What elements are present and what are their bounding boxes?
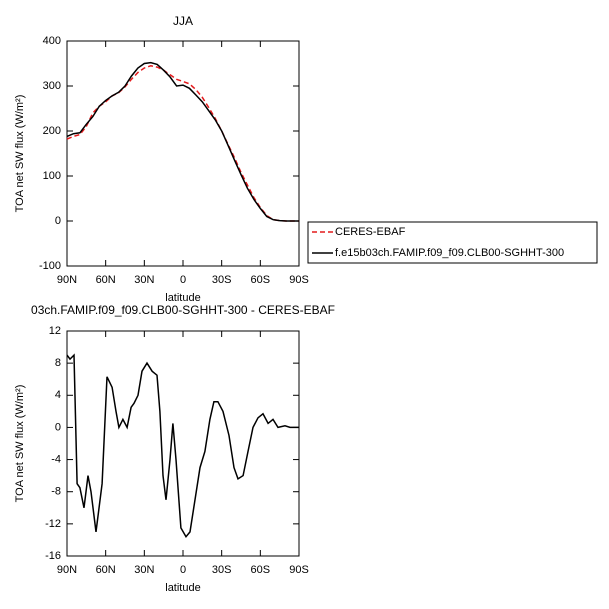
x-tick-label: 30S — [212, 274, 232, 286]
x-tick-label: 60S — [251, 564, 271, 576]
y-tick-label: 300 — [43, 80, 61, 92]
y-axis-label: TOA net SW flux (W/m²) — [14, 385, 26, 503]
legend-label: f.e15b03ch.FAMIP.f09_f09.CLB00-SGHHT-300 — [335, 247, 564, 259]
data-line — [66, 61, 299, 222]
y-tick-label: 0 — [55, 215, 61, 227]
x-tick-label: 30S — [212, 564, 232, 576]
x-tick-label: 90N — [57, 564, 77, 576]
legend-label: CERES-EBAF — [335, 226, 406, 238]
y-tick-label: 200 — [43, 125, 61, 137]
x-axis-label: latitude — [165, 582, 200, 594]
y-tick-label: 8 — [55, 357, 61, 369]
y-tick-label: -16 — [45, 550, 61, 562]
x-tick-label: 60N — [96, 564, 116, 576]
x-tick-label: 60N — [96, 274, 116, 286]
x-axis-label: latitude — [165, 292, 200, 304]
y-tick-label: 400 — [43, 35, 61, 47]
y-tick-label: -4 — [51, 453, 61, 465]
y-tick-label: 100 — [43, 170, 61, 182]
x-tick-label: 30N — [134, 274, 154, 286]
x-tick-label: 30N — [134, 564, 154, 576]
x-tick-label: 0 — [180, 564, 186, 576]
x-tick-label: 60S — [251, 274, 271, 286]
chart-title: JJA — [173, 14, 193, 28]
plot-frame — [66, 40, 300, 267]
x-tick-label: 90S — [289, 564, 309, 576]
legend-box — [307, 221, 598, 264]
x-tick-label: 0 — [180, 274, 186, 286]
y-tick-label: 12 — [49, 325, 61, 337]
data-line — [66, 65, 299, 222]
y-tick-label: -12 — [45, 518, 61, 530]
plot-frame — [66, 330, 300, 557]
data-line — [66, 353, 299, 539]
y-axis-label: TOA net SW flux (W/m²) — [14, 95, 26, 213]
x-tick-label: 90S — [289, 274, 309, 286]
y-tick-label: -100 — [39, 260, 61, 272]
y-tick-label: -8 — [51, 486, 61, 498]
x-tick-label: 90N — [57, 274, 77, 286]
y-tick-label: 4 — [55, 389, 61, 401]
chart-title: 03ch.FAMIP.f09_f09.CLB00-SGHHT-300 - CER… — [31, 303, 335, 317]
y-tick-label: 0 — [55, 421, 61, 433]
